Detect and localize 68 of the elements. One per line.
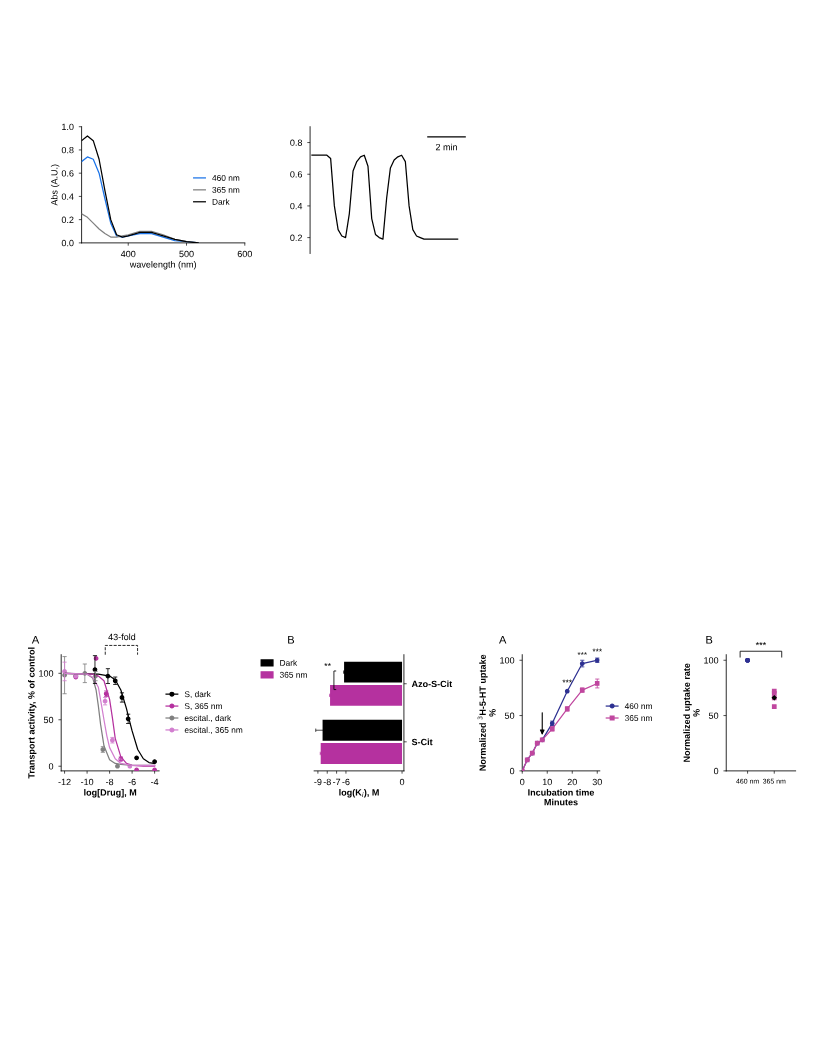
chart-title: B	[706, 635, 713, 644]
y-axis-title: Abs (A.U.)	[50, 164, 60, 206]
x-tick-label: -9	[314, 778, 322, 786]
text: ***	[755, 641, 767, 646]
x-tick-label: -10	[80, 778, 94, 786]
y-axis-title: Normalized $^{3}$H-5-HT uptake %	[477, 654, 496, 771]
y-tick-label: 0.6	[61, 170, 74, 177]
y-tick-label: Azo-S-Cit	[411, 680, 453, 688]
y-tick-label: 0.4	[290, 202, 303, 210]
x-tick-label: 0	[520, 778, 525, 786]
x-tick-label: 10	[542, 778, 552, 786]
x-tick-label: -6	[128, 778, 136, 786]
legend-label: 365 nm	[212, 186, 240, 193]
legend-label: 365 nm	[279, 671, 307, 678]
x-tick-label: -4	[151, 778, 159, 786]
y-tick-label: 0.2	[61, 216, 74, 224]
y-tick-label: 0.2	[290, 234, 302, 241]
y-tick-label: 0.8	[290, 139, 303, 146]
x-tick-label: -7	[332, 778, 341, 786]
chart-title: B	[288, 635, 295, 644]
annotation: 2 min	[435, 143, 457, 151]
y-tick-label: 100	[704, 657, 719, 664]
annotation: **	[324, 662, 331, 667]
legend-label: escital., dark	[184, 714, 232, 722]
legend-label: Dark	[212, 198, 230, 205]
x-tick-label: 20	[567, 778, 577, 786]
legend-label: S, dark	[184, 691, 211, 699]
annotation: ***	[577, 651, 587, 655]
x-tick-label: -8	[105, 778, 114, 786]
y-tick-label: 100	[39, 670, 54, 677]
x-tick-label: -6	[342, 778, 350, 786]
annotation: ***	[562, 679, 572, 683]
x-tick-label: 400	[120, 250, 136, 258]
x-axis-title: log[Drug], M	[84, 789, 137, 798]
y-tick-label: 0.8	[61, 146, 74, 154]
x-tick-label: 500	[179, 250, 194, 258]
legend-label: 460 nm	[212, 175, 240, 181]
annotation: ***	[592, 648, 602, 652]
y-tick-label: 1.0	[62, 123, 74, 131]
y-tick-label: 50	[43, 716, 54, 724]
y-tick-label: 0.4	[61, 193, 74, 200]
y-tick-label: 0.0	[61, 239, 74, 247]
legend-label: S, 365 nm	[184, 703, 222, 711]
y-tick-label: 0	[713, 767, 719, 775]
legend-label: 460 nm	[624, 703, 652, 710]
x-tick-label: 30	[592, 778, 602, 786]
x-axis-title: wavelength (nm)	[129, 261, 197, 270]
y-tick-label: 50	[504, 712, 515, 719]
y-tick-label: 50	[708, 712, 719, 719]
y-tick-label: 0.6	[290, 171, 303, 178]
y-axis-title: Normalized uptake rate %	[683, 663, 700, 762]
x-tick-label: -12	[58, 778, 71, 786]
y-tick-label: 0	[48, 763, 54, 770]
text: 43-fold	[108, 633, 136, 641]
x-axis-title: log(K$_{i}$), M	[339, 789, 379, 798]
x-tick-label: 600	[237, 250, 252, 258]
x-tick-label: -8	[323, 778, 331, 786]
y-tick-label: 0	[509, 767, 515, 775]
legend-label: Dark	[280, 659, 298, 666]
x-tick-label: 0	[399, 778, 405, 786]
y-tick-label: S-Cit	[411, 738, 433, 746]
chart-title: A	[31, 635, 40, 644]
x-axis-title: Incubation time Minutes	[528, 789, 595, 806]
legend-label: escital., 365 nm	[184, 726, 243, 734]
legend-label: 365 nm	[624, 715, 652, 721]
chart-title: A	[499, 635, 507, 644]
y-axis-title: Transport activity, % of control	[28, 647, 37, 779]
y-tick-label: 100	[500, 657, 515, 664]
